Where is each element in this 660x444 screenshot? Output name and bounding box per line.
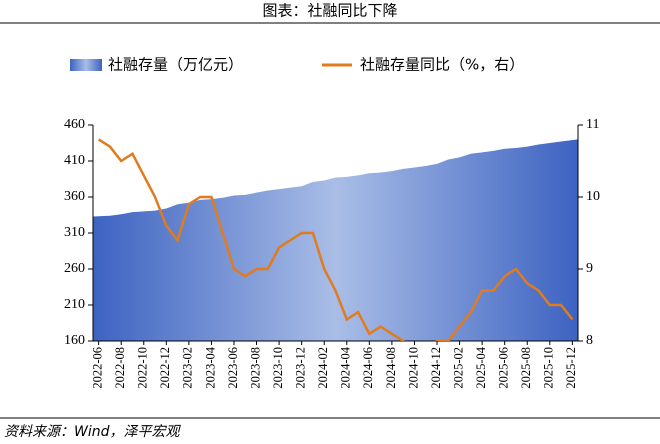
x-tick-label: 2022-12 [158, 347, 172, 389]
x-tick-label: 2022-08 [113, 347, 127, 389]
y-tick-label: 460 [64, 117, 85, 132]
x-tick-label: 2023-08 [248, 347, 262, 389]
x-tick-label: 2024-08 [384, 347, 398, 389]
chart-title: 图表：社融同比下降 [262, 2, 397, 20]
y-tick-label: 360 [64, 189, 85, 204]
x-tick-label: 2025-06 [497, 347, 511, 389]
y2-tick-label: 9 [586, 261, 593, 276]
y-tick-label: 260 [64, 261, 85, 276]
x-tick-label: 2023-02 [181, 347, 195, 389]
x-tick-label: 2022-06 [91, 347, 105, 389]
x-tick-label: 2023-04 [203, 346, 217, 388]
legend-swatch [70, 59, 102, 71]
x-tick-label: 2023-12 [294, 347, 308, 389]
y2-tick-label: 11 [586, 117, 599, 132]
x-tick-label: 2023-10 [271, 347, 285, 389]
x-tick-label: 2025-02 [451, 347, 465, 389]
x-tick-label: 2025-10 [542, 347, 556, 389]
y-tick-label: 410 [64, 153, 85, 168]
y-tick-label: 160 [64, 333, 85, 348]
x-tick-label: 2025-08 [519, 347, 533, 389]
x-tick-label: 2024-10 [406, 347, 420, 389]
area [93, 139, 578, 341]
x-tick-label: 2022-10 [136, 347, 150, 389]
y2-tick-label: 10 [586, 189, 600, 204]
y-tick-label: 310 [64, 225, 85, 240]
y-tick-label: 210 [64, 297, 85, 312]
y2-tick-label: 8 [586, 333, 593, 348]
line [97, 138, 574, 341]
x-tick-label: 2024-06 [361, 347, 375, 389]
x-tick-label: 2024-04 [339, 346, 353, 388]
source: 资料来源：Wind，泽平宏观 [4, 424, 181, 440]
legend-label: 社融存量同比（%，右） [360, 56, 524, 74]
x-tick-label: 2023-06 [226, 347, 240, 389]
x-tick-label: 2025-04 [474, 346, 488, 388]
x-tick-label: 2024-12 [429, 347, 443, 389]
legend-label: 社融存量（万亿元） [108, 56, 243, 74]
x-tick-label: 2024-02 [316, 347, 330, 389]
x-tick-label: 2025-12 [564, 347, 578, 389]
